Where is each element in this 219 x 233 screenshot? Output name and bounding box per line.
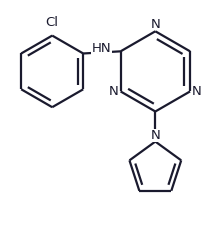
Text: HN: HN [92,42,112,55]
Text: N: N [150,18,160,31]
Text: N: N [192,85,202,98]
Text: Cl: Cl [46,16,59,29]
Text: N: N [109,85,119,98]
Text: N: N [150,129,160,142]
